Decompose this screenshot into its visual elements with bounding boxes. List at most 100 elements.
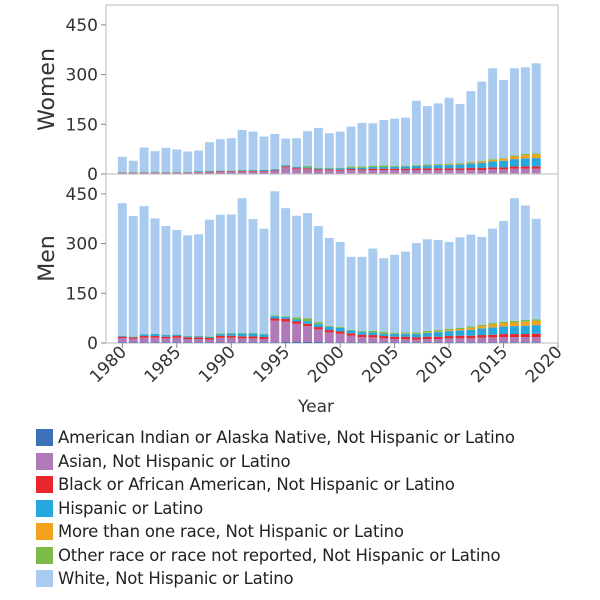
bar-segment-more-than-one-race — [466, 327, 476, 330]
bar-segment-white — [368, 123, 378, 166]
bar-segment-white — [379, 119, 389, 166]
y-tick-label: 0 — [87, 334, 98, 354]
bar-segment-asian — [455, 338, 465, 343]
bar-segment-black-or-african-american — [488, 334, 498, 338]
bar-segment-hispanic-or-latino — [499, 326, 509, 335]
legend-label: Other race or race not reported, Not His… — [58, 545, 501, 565]
bar-segment-black-or-african-american — [433, 336, 443, 340]
legend-item-asian: Asian, Not Hispanic or Latino — [36, 450, 596, 474]
bar-segment-black-or-african-american — [215, 335, 225, 338]
bar-segment-american-indian-or-alaska-native — [346, 342, 356, 343]
bar-segment-asian — [128, 338, 138, 343]
x-axis: 1980 1985 1990 1995 2000 2005 2010 2015 2020 — [86, 342, 566, 387]
bar-segment-white — [324, 133, 334, 168]
bar-segment-black-or-african-american — [335, 331, 345, 334]
bar-segment-other-race-or-race-not-reported — [390, 333, 400, 335]
bar-segment-asian — [455, 170, 465, 174]
bar-segment-american-indian-or-alaska-native — [161, 342, 171, 343]
bar-segment-other-race-or-race-not-reported — [390, 165, 400, 167]
bar-segment-more-than-one-race — [499, 158, 509, 161]
bar-segment-other-race-or-race-not-reported — [205, 336, 214, 338]
bar-segment-other-race-or-race-not-reported — [313, 322, 323, 325]
bar-segment-white — [346, 126, 356, 167]
bar-segment-more-than-one-race — [477, 161, 487, 163]
bar-segment-white — [215, 214, 225, 334]
bar-segment-asian — [194, 172, 204, 174]
bar-segment-white — [357, 256, 367, 332]
bar-segment-other-race-or-race-not-reported — [237, 332, 247, 334]
bar-segment-other-race-or-race-not-reported — [466, 326, 476, 328]
bar-segment-hispanic-or-latino — [292, 166, 302, 168]
bar-segment-white — [401, 251, 410, 333]
bar-segment-asian — [259, 339, 269, 343]
bar-segment-black-or-african-american — [444, 336, 454, 339]
bar-segment-other-race-or-race-not-reported — [411, 164, 421, 166]
bar-segment-other-race-or-race-not-reported — [477, 324, 487, 327]
bar-segment-asian — [357, 337, 367, 343]
bar-segment-white — [205, 142, 214, 171]
bar-segment-hispanic-or-latino — [270, 169, 280, 171]
bar-segment-black-or-african-american — [259, 171, 269, 172]
bar-segment-asian — [117, 338, 127, 343]
bar-segment-other-race-or-race-not-reported — [401, 332, 410, 334]
bar-segment-hispanic-or-latino — [477, 162, 487, 169]
legend-item-hispanic: Hispanic or Latino — [36, 497, 596, 521]
bar-segment-white — [248, 131, 258, 171]
bar-segment-black-or-african-american — [172, 336, 182, 338]
women-panel: 0 150 300 450 Women — [35, 4, 559, 185]
bar-segment-hispanic-or-latino — [194, 171, 204, 173]
bar-segment-black-or-african-american — [520, 166, 530, 169]
bar-segment-white — [499, 221, 509, 322]
bar-segment-other-race-or-race-not-reported — [531, 153, 541, 155]
bar-segment-asian — [183, 339, 193, 343]
bar-segment-american-indian-or-alaska-native — [509, 342, 519, 343]
bar-segment-white — [226, 214, 236, 333]
bar-segment-hispanic-or-latino — [488, 327, 498, 335]
bar-segment-asian — [509, 168, 519, 174]
bar-segment-asian — [466, 170, 476, 174]
bar-segment-hispanic-or-latino — [259, 334, 269, 338]
legend-swatch-black — [36, 476, 53, 494]
bar-segment-other-race-or-race-not-reported — [444, 163, 454, 165]
bar-segment-hispanic-or-latino — [303, 167, 312, 169]
bar-segment-white — [531, 218, 541, 320]
bar-segment-white — [150, 218, 160, 334]
bar-segment-american-indian-or-alaska-native — [172, 342, 182, 343]
y-tick-label: 300 — [66, 235, 98, 255]
bar-segment-black-or-african-american — [368, 168, 378, 171]
bar-segment-black-or-african-american — [422, 336, 432, 340]
legend-swatch-hispanic — [36, 499, 53, 517]
bar-segment-hispanic-or-latino — [161, 335, 171, 337]
bar-segment-black-or-african-american — [281, 166, 291, 168]
bar-segment-hispanic-or-latino — [248, 333, 258, 337]
bar-segment-hispanic-or-latino — [520, 158, 530, 167]
bar-segment-hispanic-or-latino — [259, 170, 269, 172]
bar-segment-black-or-african-american — [379, 336, 389, 339]
legend-swatch-white — [36, 570, 53, 588]
bar-segment-american-indian-or-alaska-native — [357, 342, 367, 343]
bar-segment-black-or-african-american — [346, 333, 356, 336]
bar-segment-asian — [520, 168, 530, 174]
bar-segment-other-race-or-race-not-reported — [292, 317, 302, 320]
bar-segment-hispanic-or-latino — [477, 328, 487, 336]
bar-segment-other-race-or-race-not-reported — [433, 330, 443, 332]
bar-segment-white — [422, 239, 432, 331]
bar-segment-hispanic-or-latino — [281, 165, 291, 167]
bar-segment-black-or-african-american — [270, 318, 280, 321]
legend-label: Black or African American, Not Hispanic … — [58, 475, 455, 495]
legend-swatch-other — [36, 546, 53, 564]
bar-segment-asian — [139, 172, 149, 174]
bar-segment-more-than-one-race — [455, 163, 465, 165]
bar-segment-white — [368, 248, 378, 331]
bar-segment-black-or-african-american — [509, 334, 519, 338]
bar-segment-hispanic-or-latino — [466, 163, 476, 169]
bar-segment-american-indian-or-alaska-native — [379, 342, 389, 343]
bar-segment-white — [411, 100, 421, 165]
bar-segment-white — [270, 191, 280, 316]
bar-segment-white — [531, 63, 541, 154]
bar-segment-asian — [313, 329, 323, 342]
legend-item-american-indian: American Indian or Alaska Native, Not Hi… — [36, 426, 596, 450]
bar-segment-white — [128, 216, 138, 337]
bar-segment-more-than-one-race — [466, 162, 476, 164]
bar-segment-hispanic-or-latino — [455, 330, 465, 336]
